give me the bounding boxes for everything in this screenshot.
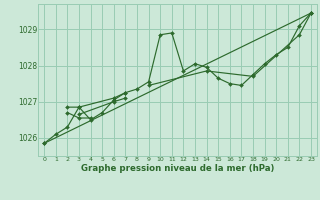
X-axis label: Graphe pression niveau de la mer (hPa): Graphe pression niveau de la mer (hPa): [81, 164, 274, 173]
